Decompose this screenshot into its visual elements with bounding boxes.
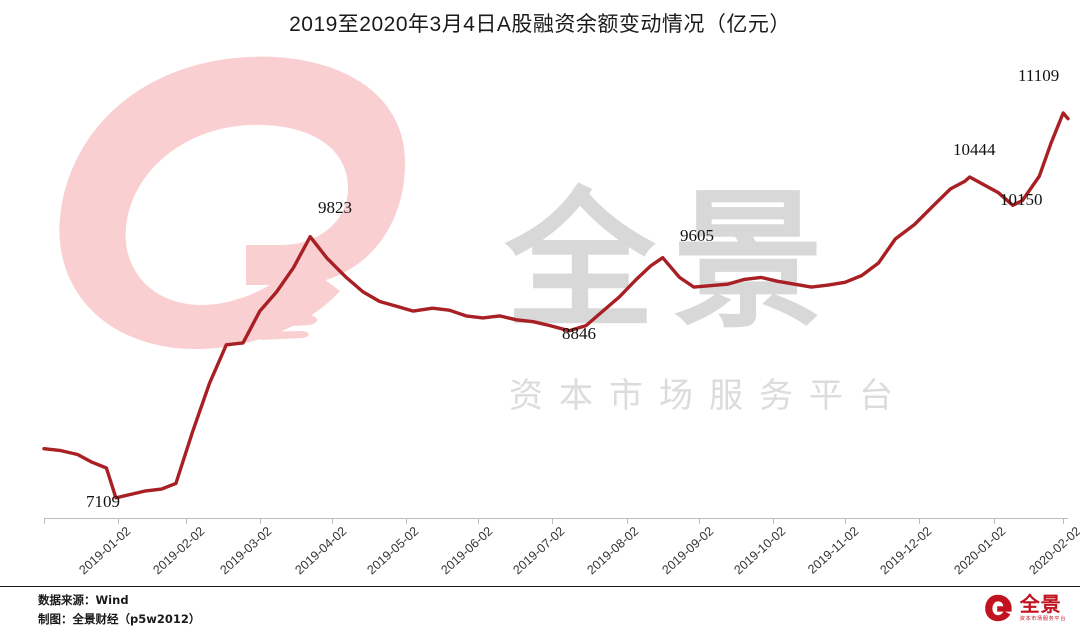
data-label-min-2019: 7109 [86,492,120,511]
footer-data-source: 数据来源：Wind [38,593,129,607]
footer-bar: 数据来源：Wind 制图：全景财经（p5w2012） 全景 资本市场服务平台 [0,586,1080,633]
x-axis-tick-label: 2019-06-02 [438,524,496,578]
x-axis-tick [1063,518,1065,524]
x-axis-tick-label: 2019-09-02 [659,524,717,578]
x-axis-tick-label: 2020-01-02 [951,524,1009,578]
x-axis-tick [331,518,333,524]
x-axis-tick [626,518,628,524]
x-axis-tick-label: 2019-12-02 [877,524,935,578]
x-axis-line [44,518,1068,519]
x-axis-tick [185,518,187,524]
x-axis-tick-label: 2020-02-02 [1026,524,1080,578]
x-axis-tick-label: 2019-10-02 [731,524,789,578]
x-axis-tick [919,518,921,524]
x-axis-tick-label: 2019-07-02 [510,524,568,578]
x-axis-tick-label: 2019-08-02 [584,524,642,578]
quanjing-e-logo-icon [984,594,1012,622]
data-label-trough-feb: 10150 [1000,190,1043,209]
x-axis-tick-label: 2019-01-02 [76,524,134,578]
data-label-trough-aug: 8846 [562,324,596,343]
x-axis-tick [993,518,995,524]
x-axis-tick-label: 2019-03-02 [217,524,275,578]
x-axis-tick [773,518,774,524]
brand-logo: 全景 资本市场服务平台 [984,593,1066,623]
x-axis-tick-label: 2019-11-02 [805,524,862,577]
x-axis-tick [259,518,261,524]
data-label-peak-sep: 9605 [680,226,714,245]
x-axis-tick [552,518,554,524]
brand-logo-text: 全景 资本市场服务平台 [1020,594,1066,622]
footer-author: 制图：全景财经（p5w2012） [38,612,201,626]
data-label-peak-jan: 10444 [953,140,996,159]
data-label-peak-apr: 9823 [318,198,352,217]
plot-area: 全景 资本市场服务平台 [0,45,1080,518]
x-axis-tick [406,518,408,524]
x-axis-tick [698,518,700,524]
x-axis-tick [44,518,45,524]
page-title: 2019至2020年3月4日A股融资余额变动情况（亿元） [289,13,791,36]
brand-logo-tagline: 资本市场服务平台 [1019,615,1066,622]
line-series-a-share-margin-balance [42,111,1070,500]
data-label-peak-mar: 11109 [1018,66,1060,85]
x-axis-labels: 2019-01-02 2019-02-02 2019-03-02 2019-04-02… [0,524,1080,586]
x-axis-tick [118,518,120,524]
brand-logo-name: 全景 [1019,591,1062,616]
x-axis-tick-label: 2019-05-02 [364,524,422,578]
x-axis-tick-label: 2019-02-02 [150,524,208,578]
x-axis-tick [478,518,480,524]
x-axis-tick [845,518,846,524]
x-axis-tick-label: 2019-04-02 [292,524,350,578]
footer-credits: 数据来源：Wind 制图：全景财经（p5w2012） [38,591,200,629]
